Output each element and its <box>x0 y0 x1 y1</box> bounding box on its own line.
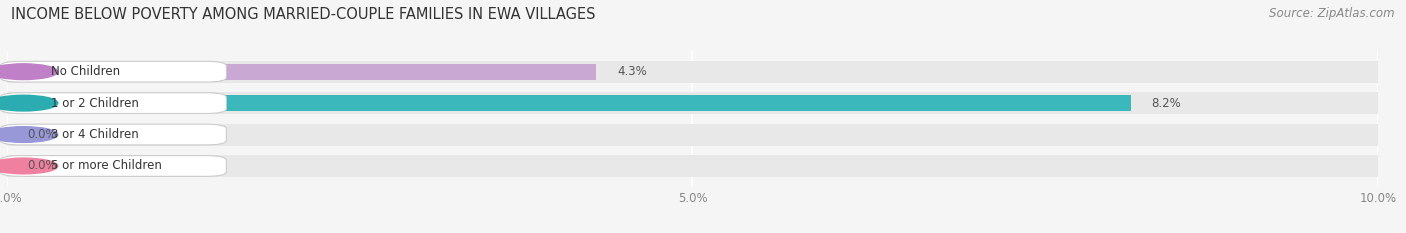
FancyBboxPatch shape <box>0 93 226 113</box>
Text: 5 or more Children: 5 or more Children <box>51 159 162 172</box>
Circle shape <box>0 158 58 174</box>
Text: 0.0%: 0.0% <box>28 159 58 172</box>
Bar <box>7 123 1378 146</box>
Text: 8.2%: 8.2% <box>1152 97 1181 110</box>
Text: 3 or 4 Children: 3 or 4 Children <box>51 128 139 141</box>
Text: No Children: No Children <box>51 65 120 78</box>
Circle shape <box>0 95 58 111</box>
FancyBboxPatch shape <box>0 124 226 145</box>
Text: 0.0%: 0.0% <box>28 128 58 141</box>
Text: 4.3%: 4.3% <box>617 65 647 78</box>
Bar <box>7 64 596 80</box>
Text: Source: ZipAtlas.com: Source: ZipAtlas.com <box>1270 7 1395 20</box>
Bar <box>7 95 1130 111</box>
Text: INCOME BELOW POVERTY AMONG MARRIED-COUPLE FAMILIES IN EWA VILLAGES: INCOME BELOW POVERTY AMONG MARRIED-COUPL… <box>11 7 596 22</box>
Text: 1 or 2 Children: 1 or 2 Children <box>51 97 139 110</box>
Circle shape <box>0 64 58 79</box>
Bar <box>7 61 1378 83</box>
FancyBboxPatch shape <box>0 156 226 176</box>
Circle shape <box>0 127 58 142</box>
FancyBboxPatch shape <box>0 61 226 82</box>
Bar <box>7 92 1378 114</box>
Bar <box>7 155 1378 177</box>
